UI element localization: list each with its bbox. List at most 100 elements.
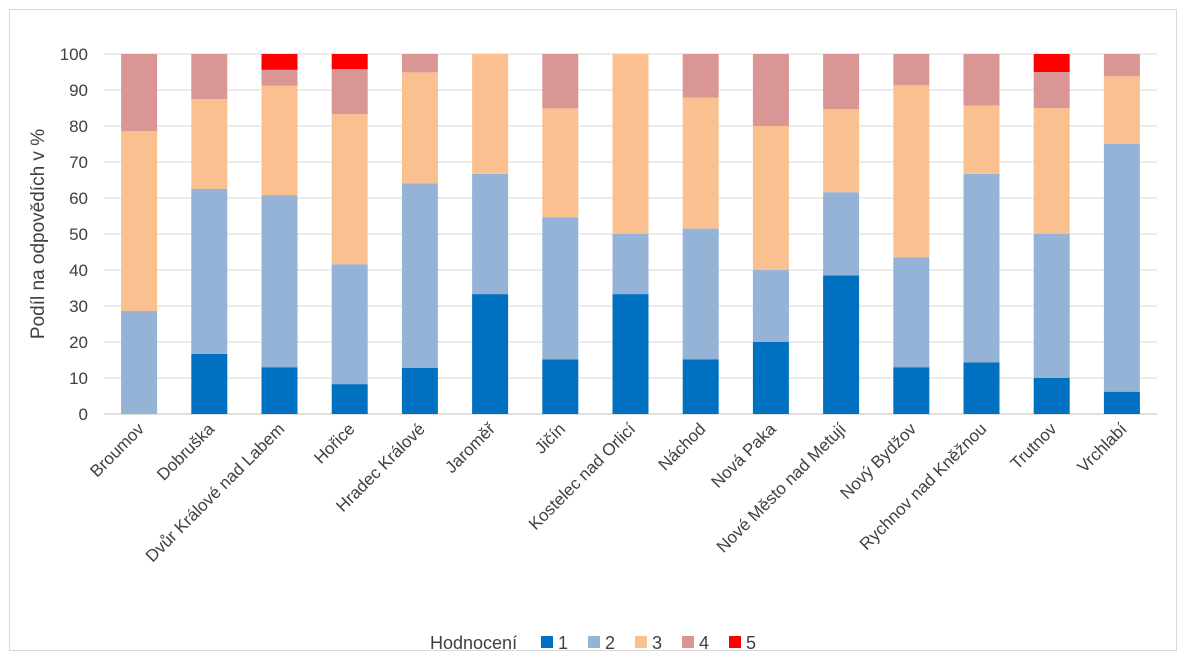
y-axis-label: Podíl na odpovědích v % — [28, 129, 49, 339]
bar-segment — [1033, 54, 1070, 72]
y-tick-label: 70 — [69, 153, 88, 172]
bar-segment — [1103, 76, 1140, 144]
bar-segment — [1033, 378, 1070, 414]
bar-segment — [331, 54, 368, 70]
x-tick-label: Broumov — [86, 419, 148, 481]
bar-segment — [893, 54, 930, 86]
y-tick-label: 60 — [69, 189, 88, 208]
bar-segment — [1103, 144, 1140, 392]
bar-segment — [963, 54, 1000, 106]
y-tick-label: 80 — [69, 117, 88, 136]
bar-segment — [121, 54, 158, 132]
bar-segment — [401, 54, 438, 73]
bar-segment — [963, 173, 1000, 363]
bar-segment — [612, 54, 649, 234]
bar-segment — [893, 257, 930, 368]
bar-segment — [401, 183, 438, 368]
bar-segment — [261, 85, 298, 196]
bar-segment — [261, 195, 298, 368]
bar-segment — [331, 264, 368, 385]
bar-segment — [752, 126, 789, 270]
bar-segment — [612, 234, 649, 295]
bar-segment — [682, 97, 719, 229]
legend-title: Hodnocení — [430, 633, 517, 653]
y-tick-label: 40 — [69, 261, 88, 280]
y-tick-label: 50 — [69, 225, 88, 244]
bars — [121, 54, 1140, 414]
legend-entry: 3 — [652, 633, 662, 653]
x-tick-label: Rychnov nad Kněžnou — [856, 419, 990, 553]
bar-segment — [331, 114, 368, 265]
bar-segment — [1103, 54, 1140, 77]
bar-segment — [472, 294, 509, 414]
bar-segment — [823, 54, 860, 110]
bar-segment — [963, 362, 1000, 414]
legend-swatch — [729, 636, 741, 648]
bar-segment — [823, 275, 860, 414]
bar-segment — [472, 54, 509, 174]
bar-segment — [752, 270, 789, 342]
legend-swatch — [682, 636, 694, 648]
x-tick-label: Náchod — [655, 419, 710, 474]
bar-segment — [823, 109, 860, 193]
bar-segment — [401, 72, 438, 184]
legend-entry: 4 — [699, 633, 709, 653]
legend-entry: 1 — [558, 633, 568, 653]
y-tick-label: 0 — [79, 405, 88, 424]
x-tick-label: Vrchlabí — [1074, 419, 1131, 476]
bar-segment — [1103, 391, 1140, 414]
legend-entry: 5 — [746, 633, 756, 653]
bar-segment — [191, 99, 228, 189]
bar-segment — [261, 69, 298, 86]
y-tick-label: 20 — [69, 333, 88, 352]
y-tick-label: 10 — [69, 369, 88, 388]
bar-segment — [1033, 234, 1070, 378]
bar-segment — [1033, 108, 1070, 234]
legend-entry: 2 — [605, 633, 615, 653]
bar-segment — [261, 367, 298, 414]
bar-segment — [682, 54, 719, 98]
y-tick-label: 30 — [69, 297, 88, 316]
bar-segment — [612, 294, 649, 414]
bar-segment — [191, 54, 228, 99]
x-tick-label: Jaroměř — [441, 419, 499, 477]
bar-segment — [191, 189, 228, 354]
legend-swatch — [541, 636, 553, 648]
bar-segment — [893, 367, 930, 414]
bar-segment — [682, 359, 719, 414]
bar-segment — [1033, 72, 1070, 108]
bar-segment — [331, 384, 368, 414]
x-tick-label: Dobruška — [153, 419, 218, 484]
chart-frame — [9, 9, 1177, 651]
x-tick-label: Jičín — [531, 419, 569, 457]
legend-swatch — [588, 636, 600, 648]
y-tick-labels: 0 10 20 30 40 50 60 70 80 90 100 — [60, 45, 88, 424]
x-tick-label: Nové Město nad Metují — [713, 419, 850, 556]
x-tick-label: Nová Paka — [707, 419, 780, 492]
bar-segment — [401, 367, 438, 414]
bar-segment — [121, 311, 158, 414]
y-tick-label: 100 — [60, 45, 88, 64]
bar-segment — [191, 353, 228, 414]
bar-segment — [121, 131, 158, 312]
bar-segment — [752, 342, 789, 414]
bar-segment — [542, 54, 579, 109]
bar-segment — [542, 108, 579, 218]
x-tick-label: Trutnov — [1007, 419, 1061, 473]
bar-segment — [963, 105, 1000, 174]
bar-segment — [682, 228, 719, 360]
legend-swatch — [635, 636, 647, 648]
legend: Hodnocení 1 2 3 4 5 — [430, 633, 756, 653]
bar-segment — [752, 54, 789, 126]
bar-segment — [542, 359, 579, 414]
bar-segment — [893, 85, 930, 258]
bar-segment — [542, 217, 579, 360]
y-tick-label: 90 — [69, 81, 88, 100]
bar-segment — [472, 173, 509, 295]
bar-segment — [331, 69, 368, 115]
bar-segment — [261, 54, 298, 70]
x-tick-label: Dvůr Králové nad Labem — [142, 419, 288, 565]
x-tick-label: Hořice — [310, 419, 358, 467]
